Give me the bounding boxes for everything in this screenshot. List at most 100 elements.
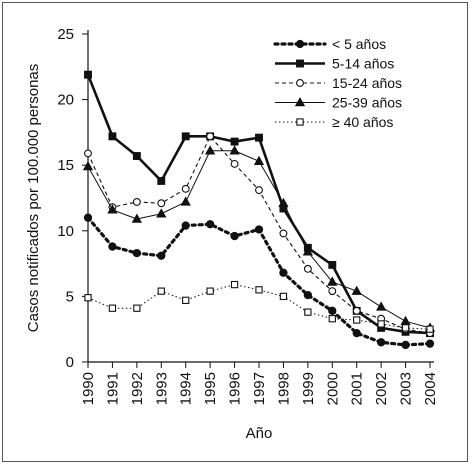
- legend-label: 5-14 años: [332, 56, 394, 72]
- x-tick-label: 2003: [398, 372, 415, 405]
- legend-label: 25-39 años: [332, 95, 402, 111]
- data-point: [157, 251, 166, 260]
- data-point: [278, 197, 289, 207]
- data-point: [253, 155, 265, 166]
- legend-item-2: 5-14 años: [275, 56, 394, 72]
- data-point: [229, 145, 240, 155]
- x-tick-label: 1997: [251, 372, 268, 405]
- legend-item-3: 15-24 años: [275, 75, 402, 91]
- data-point: [182, 296, 190, 304]
- x-tick-label: 1995: [202, 372, 219, 405]
- data-point: [255, 186, 263, 195]
- data-point: [376, 338, 386, 347]
- data-point: [157, 176, 166, 185]
- data-point: [304, 308, 312, 316]
- legend-marker: [295, 39, 305, 49]
- data-point: [401, 324, 410, 332]
- x-tick-label: 1999: [300, 372, 317, 405]
- legend: < 5 años 5-14 años 15-24 años 25-39 años ≥ 4…: [273, 36, 402, 130]
- data-point: [328, 287, 337, 296]
- x-tick-label: 2004: [422, 372, 439, 405]
- data-point: [84, 70, 92, 79]
- x-tick-label: 2002: [373, 372, 390, 405]
- series-line: [87, 284, 431, 330]
- y-tick-label: 20: [57, 92, 74, 109]
- data-point: [327, 276, 338, 286]
- data-point: [107, 204, 118, 214]
- data-point: [302, 246, 313, 256]
- data-point: [83, 213, 93, 222]
- y-tick-label: 5: [66, 288, 74, 305]
- data-point: [181, 184, 190, 193]
- data-point: [206, 287, 214, 295]
- x-tick-label: 1996: [227, 372, 244, 405]
- data-point: [352, 328, 361, 338]
- data-point: [131, 213, 142, 223]
- x-tick-label: 1993: [153, 372, 170, 405]
- data-point: [206, 132, 215, 141]
- data-point: [255, 133, 263, 142]
- data-point: [377, 320, 385, 328]
- data-point: [401, 340, 410, 350]
- legend-item-1: < 5 años: [273, 36, 386, 52]
- data-point: [157, 199, 166, 208]
- series-3: [84, 132, 434, 338]
- data-point: [108, 132, 117, 141]
- series-1: [83, 213, 435, 350]
- y-tick-label: 0: [66, 354, 74, 371]
- data-point: [353, 316, 361, 324]
- data-point: [132, 197, 141, 206]
- data-point: [303, 264, 312, 273]
- x-tick-label: 1998: [275, 372, 292, 405]
- data-point: [205, 145, 216, 155]
- series-layer: [82, 70, 436, 350]
- y-tick-label: 10: [57, 223, 74, 240]
- data-point: [376, 301, 387, 311]
- data-point: [181, 132, 190, 141]
- data-point: [230, 137, 239, 146]
- series-line: [87, 135, 431, 334]
- legend-label: ≥ 40 años: [332, 114, 393, 130]
- data-point: [279, 229, 288, 238]
- series-5: [84, 280, 434, 333]
- legend-item-5: ≥ 40 años: [275, 114, 393, 130]
- data-point: [108, 242, 117, 251]
- x-tick-label: 1994: [178, 372, 195, 405]
- axes: 0 5 10 15 20 25 1990 1991 1992 1993 1994 1995 1996 19…: [57, 26, 439, 405]
- data-point: [303, 290, 313, 300]
- x-tick-label: 1992: [129, 372, 146, 405]
- y-axis-label: Casos notificados por 100.000 personas: [25, 64, 42, 333]
- data-point: [82, 160, 94, 171]
- data-point: [108, 304, 117, 312]
- x-tick-label: 2000: [324, 372, 341, 405]
- data-point: [180, 196, 191, 206]
- data-point: [328, 306, 337, 315]
- data-point: [400, 315, 411, 326]
- data-point: [351, 285, 362, 295]
- legend-marker: [296, 79, 304, 87]
- series-line: [87, 150, 431, 329]
- legend-marker: [294, 96, 306, 107]
- x-tick-label: 1991: [104, 372, 121, 405]
- data-point: [84, 149, 92, 158]
- legend-item-4: 25-39 años: [275, 95, 402, 111]
- data-point: [230, 159, 239, 168]
- data-point: [157, 287, 165, 295]
- legend-marker: [296, 59, 304, 68]
- legend-label: 15-24 años: [332, 75, 402, 91]
- data-point: [352, 306, 361, 315]
- data-point: [279, 268, 288, 277]
- data-point: [279, 292, 288, 301]
- data-point: [254, 225, 264, 234]
- y-tick-label: 15: [57, 157, 74, 174]
- x-tick-label: 2001: [349, 372, 366, 405]
- data-point: [132, 248, 142, 258]
- data-point: [230, 231, 239, 241]
- data-point: [425, 339, 435, 348]
- data-point: [328, 315, 336, 323]
- data-point: [156, 208, 167, 218]
- y-tick-label: 25: [57, 26, 74, 43]
- x-tick-label: 1990: [80, 372, 97, 405]
- data-point: [132, 152, 141, 160]
